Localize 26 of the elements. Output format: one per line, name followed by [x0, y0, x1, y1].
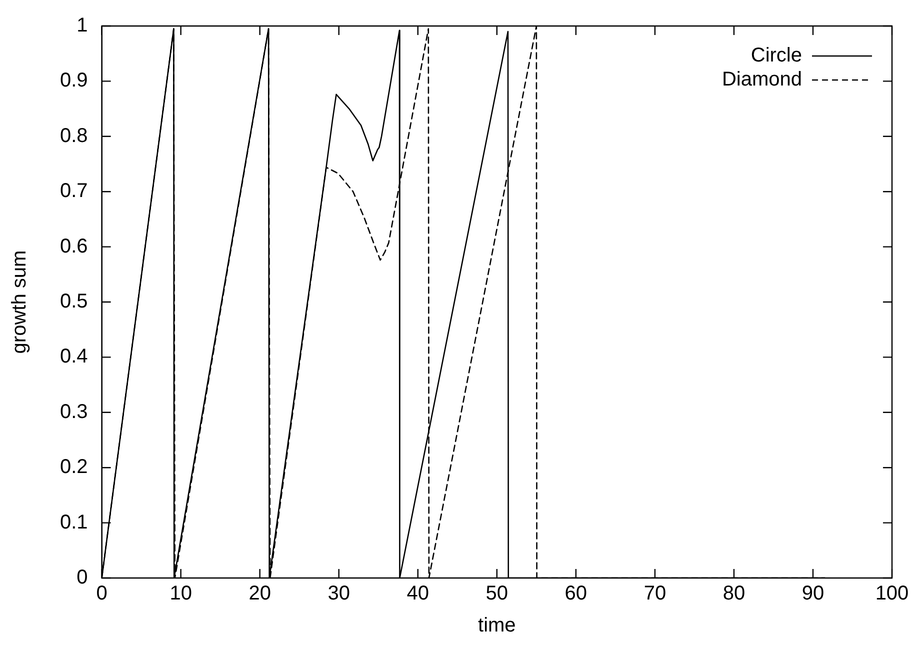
y-tick-label: 0.2 [60, 456, 88, 478]
y-tick-label: 0.3 [60, 400, 88, 423]
x-tick-label: 10 [170, 582, 192, 605]
y-tick-label: 0.7 [60, 180, 88, 202]
x-tick-label: 60 [564, 582, 588, 605]
x-tick-label: 70 [644, 582, 666, 605]
y-tick-label: 1 [76, 14, 88, 37]
x-tick-label: 80 [722, 582, 746, 605]
y-axis-title: growth sum [8, 250, 31, 354]
y-tick-label: 0.5 [60, 290, 88, 313]
x-tick-label: 40 [406, 582, 430, 605]
y-tick-label: 0.6 [60, 235, 88, 258]
x-axis-title: time [478, 614, 516, 637]
y-tick-label: 0.9 [60, 70, 88, 92]
y-tick-label: 0.4 [60, 346, 88, 368]
x-tick-label: 100 [875, 582, 909, 605]
legend-label: Circle [750, 44, 802, 67]
legend-label: Diamond [722, 68, 802, 91]
x-tick-label: 20 [248, 582, 271, 605]
x-tick-label: 30 [328, 582, 350, 605]
y-tick-label: 0.1 [60, 511, 88, 534]
x-tick-label: 0 [96, 582, 108, 605]
x-tick-label: 90 [802, 582, 824, 605]
x-tick-label: 50 [486, 582, 508, 605]
y-tick-label: 0.8 [60, 124, 88, 147]
y-tick-label: 0 [76, 566, 88, 589]
